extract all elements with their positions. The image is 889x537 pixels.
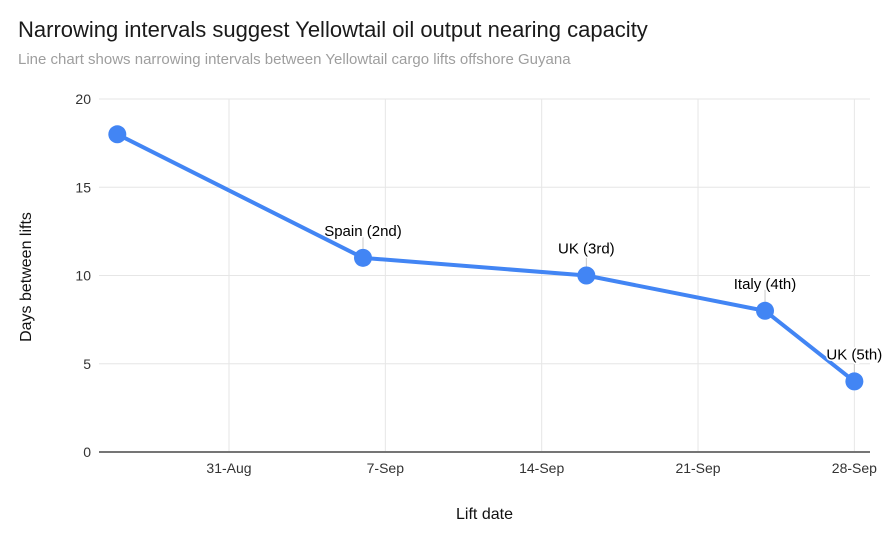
data-point-annotation: UK (3rd) bbox=[558, 241, 615, 258]
data-point-annotation: UK (5th) bbox=[826, 346, 882, 363]
chart-title: Narrowing intervals suggest Yellowtail o… bbox=[18, 17, 648, 42]
y-tick-label: 20 bbox=[75, 91, 91, 107]
data-point[interactable] bbox=[577, 266, 596, 285]
y-tick-label: 0 bbox=[83, 444, 91, 460]
chart-subtitle: Line chart shows narrowing intervals bet… bbox=[18, 51, 571, 68]
data-point[interactable] bbox=[756, 301, 775, 320]
data-point[interactable] bbox=[108, 125, 127, 144]
x-tick-label: 21-Sep bbox=[675, 460, 720, 476]
y-tick-label: 10 bbox=[75, 268, 91, 284]
y-tick-label: 15 bbox=[75, 179, 91, 195]
data-point[interactable] bbox=[845, 372, 864, 391]
series-line bbox=[115, 132, 857, 384]
data-point-annotation: Spain (2nd) bbox=[324, 223, 402, 240]
data-point[interactable] bbox=[353, 248, 372, 267]
x-axis-title: Lift date bbox=[456, 506, 513, 523]
data-point-annotation: Italy (4th) bbox=[734, 276, 797, 293]
x-tick-label: 28-Sep bbox=[832, 460, 877, 476]
y-axis-title: Days between lifts bbox=[18, 212, 35, 342]
x-tick-label: 7-Sep bbox=[367, 460, 405, 476]
x-tick-label: 14-Sep bbox=[519, 460, 564, 476]
x-tick-label: 31-Aug bbox=[206, 460, 251, 476]
y-tick-label: 5 bbox=[83, 356, 91, 372]
